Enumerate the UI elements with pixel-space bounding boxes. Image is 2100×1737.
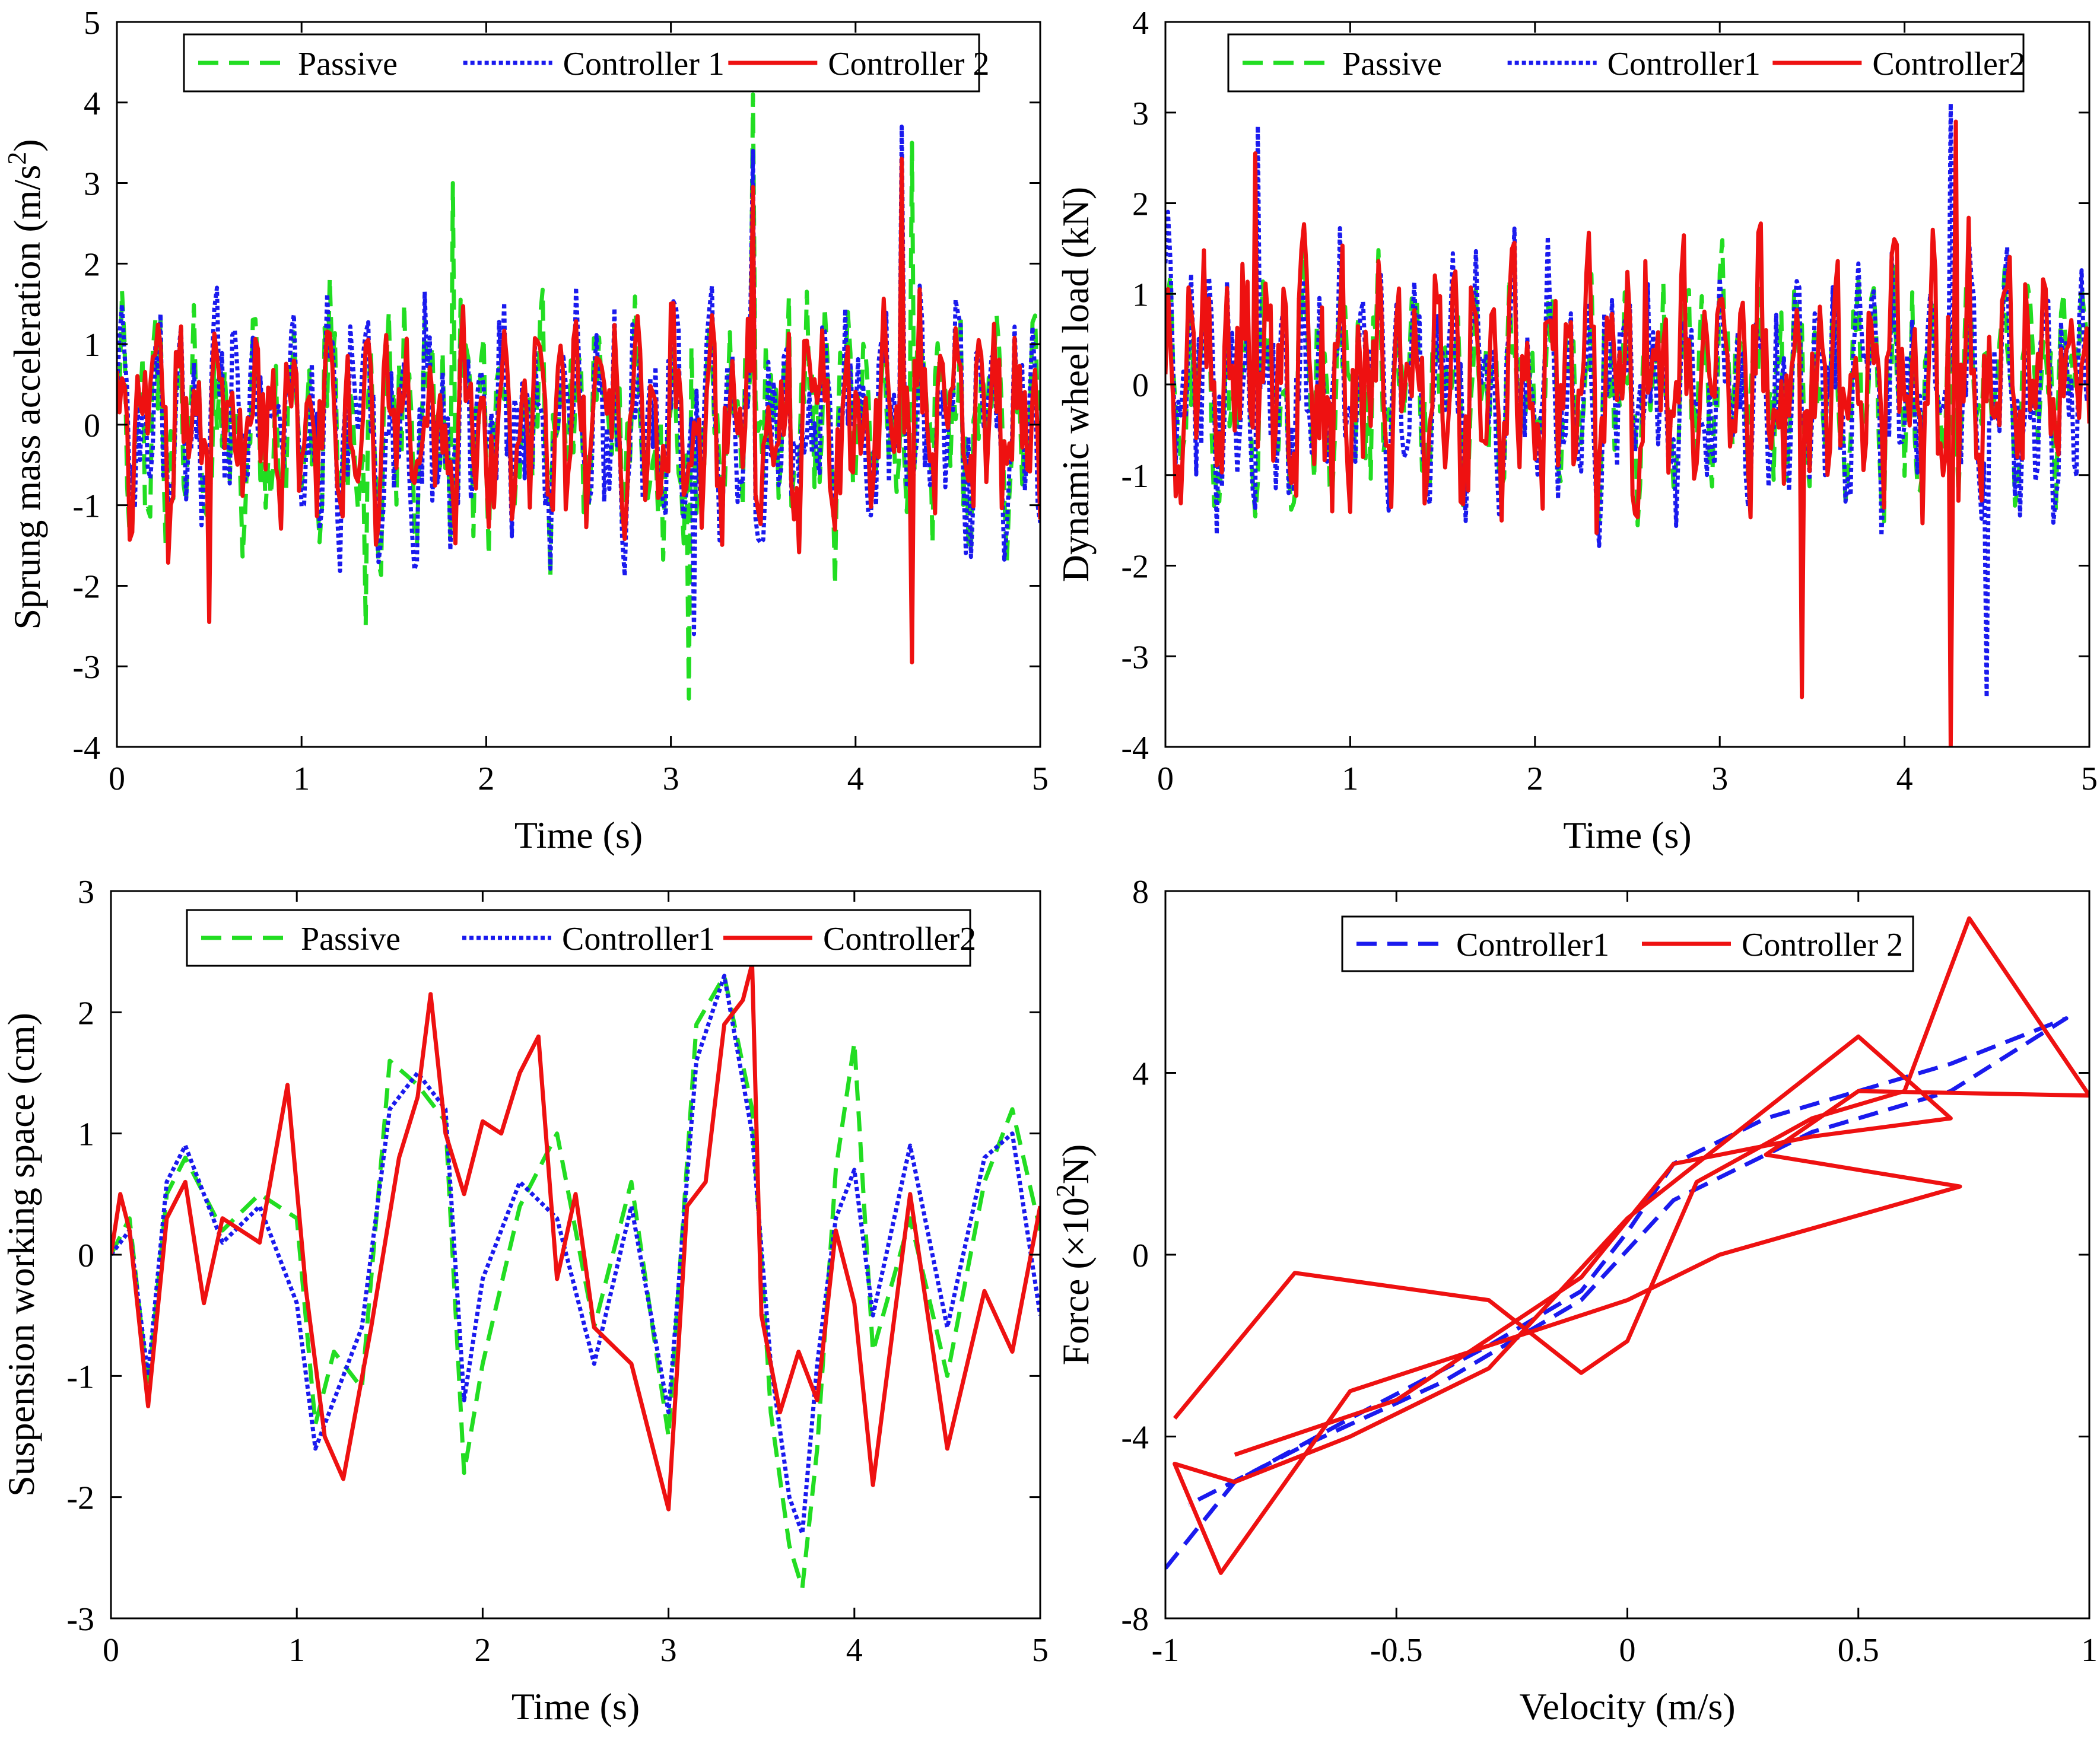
legend-label-c-2: Controller2 xyxy=(823,921,976,957)
y-tick-label-b: 1 xyxy=(1132,276,1149,313)
y-tick-label-b: -4 xyxy=(1121,730,1149,766)
legend-label-c-0: Passive xyxy=(301,921,401,957)
x-tick-label-a: 2 xyxy=(478,761,494,797)
y-axis-label-a: Sprung mass acceleration (m/s2) xyxy=(2,139,48,629)
legend-b: Passive Controller1 Controller2 xyxy=(1227,33,2026,93)
x-tick-label-c: 0 xyxy=(103,1632,119,1669)
series-line-c-1 xyxy=(111,974,1040,1536)
x-axis-label-b: Time (s) xyxy=(1563,814,1691,856)
legend-label-d-0: Controller1 xyxy=(1456,927,1609,963)
series-line-b-1 xyxy=(1165,101,2089,699)
y-tick-label-b: -3 xyxy=(1121,639,1149,676)
x-axis-label-d: Velocity (m/s) xyxy=(1519,1685,1735,1728)
legend-a: Passive Controller 1 Controller 2 xyxy=(183,33,990,93)
y-tick-label-a: 0 xyxy=(84,408,100,444)
y-tick-label-b: -2 xyxy=(1121,549,1149,586)
legend-label-b-0: Passive xyxy=(1342,46,1442,82)
series-line-c-0 xyxy=(111,974,1040,1590)
legend-d: Controller1 Controller 2 xyxy=(1341,915,1914,972)
axes-box-a xyxy=(116,21,1041,748)
y-tick-label-c: 3 xyxy=(78,874,94,911)
x-tick-label-b: 0 xyxy=(1157,761,1174,797)
y-tick-label-a: -2 xyxy=(72,568,100,605)
y-axis-label-b: Dynamic wheel load (kN) xyxy=(1054,187,1097,582)
y-tick-label-a: 3 xyxy=(84,166,100,203)
y-tick-label-c: -3 xyxy=(66,1601,94,1638)
x-tick-label-a: 4 xyxy=(847,761,864,797)
y-tick-label-a: -1 xyxy=(72,488,100,525)
y-tick-label-d: -8 xyxy=(1121,1601,1149,1638)
x-tick-label-b: 1 xyxy=(1342,761,1358,797)
y-tick-label-c: -2 xyxy=(66,1480,94,1517)
panel-a: 0 1 2 3 4 5 -4 -3 -2 -1 0 1 2 3 4 5 Time (s) Sprung mass … xyxy=(2,5,1049,856)
x-tick-label-a: 1 xyxy=(293,761,310,797)
legend-label-a-2: Controller 2 xyxy=(828,46,989,82)
legend-label-b-2: Controller2 xyxy=(1872,46,2025,82)
y-tick-label-d: 4 xyxy=(1132,1056,1149,1093)
x-tick-label-c: 2 xyxy=(474,1632,491,1669)
y-tick-label-a: 2 xyxy=(84,246,100,283)
x-tick-label-d: 1 xyxy=(2081,1632,2098,1669)
y-tick-label-a: -4 xyxy=(72,730,100,766)
panel-b: 0 1 2 3 4 5 -4 -3 -2 -1 0 1 2 3 4 Time (s) Dynamic wheel… xyxy=(1054,5,2098,856)
y-tick-label-c: 1 xyxy=(78,1116,94,1153)
x-tick-label-d: -0.5 xyxy=(1370,1632,1423,1669)
y-tick-label-c: -1 xyxy=(66,1359,94,1395)
y-tick-label-b: 3 xyxy=(1132,96,1149,132)
legend-label-d-1: Controller 2 xyxy=(1742,927,1903,963)
series-line-c-2 xyxy=(111,962,1040,1512)
legend-label-b-1: Controller1 xyxy=(1607,46,1761,82)
legend-c: Passive Controller1 Controller2 xyxy=(186,909,976,967)
x-tick-label-b: 2 xyxy=(1527,761,1543,797)
y-tick-label-d: -4 xyxy=(1121,1420,1149,1456)
y-tick-label-b: -1 xyxy=(1121,458,1149,495)
series-line-b-2 xyxy=(1165,119,2089,747)
y-tick-label-c: 0 xyxy=(78,1237,94,1274)
legend-label-c-1: Controller1 xyxy=(562,921,715,957)
x-tick-label-d: 0 xyxy=(1619,1632,1636,1669)
x-axis-label-c: Time (s) xyxy=(512,1685,640,1728)
y-tick-label-b: 4 xyxy=(1132,5,1149,42)
y-axis-label-d: Force (×102N) xyxy=(1051,1144,1097,1366)
x-tick-label-a: 3 xyxy=(663,761,679,797)
x-tick-label-b: 4 xyxy=(1896,761,1913,797)
panel-c: 0 1 2 3 4 5 -3 -2 -1 0 1 2 3 Time (s) Suspension worki… xyxy=(0,874,1049,1728)
x-tick-label-b: 5 xyxy=(2081,761,2098,797)
legend-label-a-0: Passive xyxy=(298,46,398,82)
x-tick-label-c: 3 xyxy=(660,1632,677,1669)
y-axis-label-c: Suspension working space (cm) xyxy=(0,1013,42,1497)
y-tick-label-a: 1 xyxy=(84,327,100,364)
y-tick-label-a: -3 xyxy=(72,649,100,686)
x-axis-label-a: Time (s) xyxy=(514,814,643,856)
y-tick-label-d: 0 xyxy=(1132,1237,1149,1274)
x-tick-label-c: 4 xyxy=(846,1632,863,1669)
y-tick-label-c: 2 xyxy=(78,995,94,1032)
y-tick-label-b: 0 xyxy=(1132,367,1149,404)
x-tick-label-a: 5 xyxy=(1032,761,1049,797)
y-tick-label-a: 4 xyxy=(84,85,100,122)
y-tick-label-d: 8 xyxy=(1132,874,1149,911)
series-line-a-2 xyxy=(117,157,1040,664)
panel-d: -1 -0.5 0 0.5 1 -8 -4 0 4 8 Velocity (m/s) Force (×… xyxy=(1051,874,2098,1728)
x-tick-label-d: 0.5 xyxy=(1838,1632,1879,1669)
axes-box-d xyxy=(1164,890,2091,1620)
x-tick-label-d: -1 xyxy=(1152,1632,1180,1669)
x-tick-label-b: 3 xyxy=(1711,761,1728,797)
y-tick-label-a: 5 xyxy=(84,5,100,42)
x-tick-label-c: 5 xyxy=(1032,1632,1049,1669)
x-tick-label-a: 0 xyxy=(109,761,125,797)
y-tick-label-b: 2 xyxy=(1132,186,1149,223)
x-tick-label-c: 1 xyxy=(288,1632,305,1669)
legend-label-a-1: Controller 1 xyxy=(563,46,725,82)
series-line-d-1 xyxy=(1173,916,2089,1575)
